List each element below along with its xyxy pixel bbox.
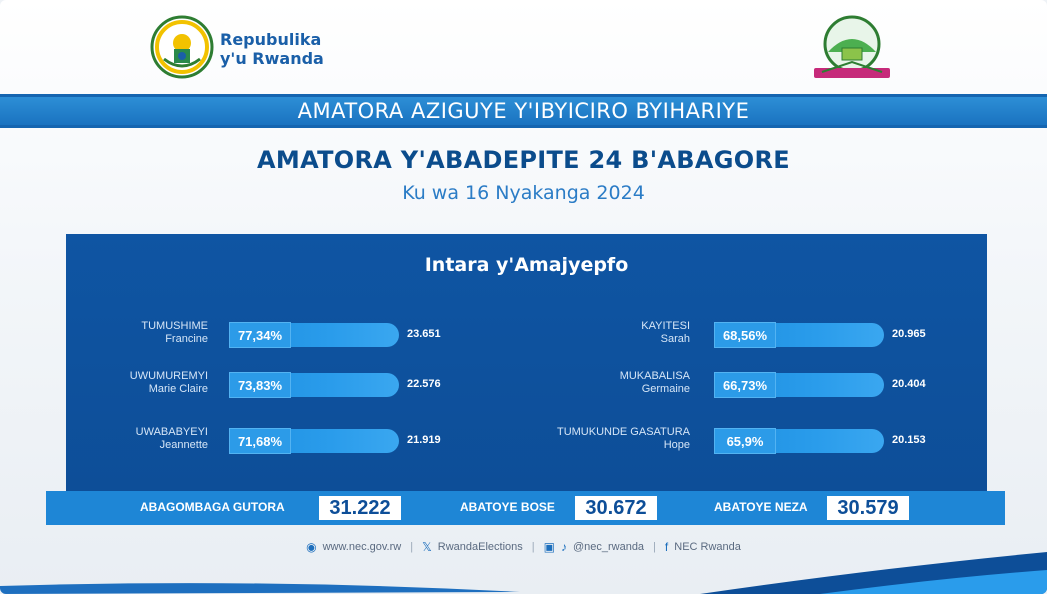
candidate-name: KAYITESI Sarah bbox=[641, 320, 690, 346]
registered-voters-value: 31.222 bbox=[319, 496, 401, 520]
facebook-icon: f bbox=[664, 540, 669, 554]
total-voted-label: ABATOYE BOSE bbox=[460, 500, 555, 514]
candidate-votes: 20.153 bbox=[892, 434, 926, 446]
candidate-name-line2: Jeannette bbox=[159, 439, 208, 451]
candidate-name: TUMUKUNDE GASATURA Hope bbox=[557, 426, 690, 452]
banner-text: AMATORA AZIGUYE Y'IBYICIRO BYIHARIYE bbox=[297, 99, 750, 123]
nec-emblem-icon bbox=[814, 15, 890, 78]
candidate-name-line2: Francine bbox=[165, 333, 208, 345]
page-subtitle: Ku wa 16 Nyakanga 2024 bbox=[402, 182, 645, 204]
candidate-row: KAYITESI Sarah 68,56% 20.965 bbox=[506, 320, 946, 350]
instagram-icon: ▣ bbox=[543, 540, 555, 554]
candidate-percent: 65,9% bbox=[714, 428, 776, 454]
candidate-name-line1: KAYITESI bbox=[641, 320, 690, 332]
candidate-name-line1: UWABABYEYI bbox=[135, 426, 208, 438]
page-title: AMATORA Y'ABADEPITE 24 B'ABAGORE bbox=[257, 146, 790, 174]
footer-separator: | bbox=[531, 541, 535, 553]
candidate-name-line1: MUKABALISA bbox=[619, 370, 690, 382]
top-banner: AMATORA AZIGUYE Y'IBYICIRO BYIHARIYE bbox=[0, 94, 1047, 128]
candidate-name-line1: UWUMUREMYI bbox=[129, 370, 208, 382]
tiktok-icon: ♪ bbox=[560, 540, 567, 554]
candidate-name-line1: TUMUSHIME bbox=[141, 320, 208, 332]
valid-votes-label: ABATOYE NEZA bbox=[714, 500, 808, 514]
candidate-name: UWUMUREMYI Marie Claire bbox=[130, 370, 208, 396]
rwanda-coat-of-arms-icon bbox=[150, 15, 214, 79]
candidate-row: TUMUKUNDE GASATURA Hope 65,9% 20.153 bbox=[506, 426, 946, 456]
candidate-name-line2: Sarah bbox=[660, 333, 690, 345]
globe-icon: ◉ bbox=[306, 540, 317, 554]
totals-bar: ABAGOMBAGA GUTORA 31.222 ABATOYE BOSE 30… bbox=[46, 491, 1005, 525]
registered-voters-label: ABAGOMBAGA GUTORA bbox=[140, 500, 285, 514]
candidate-percent: 73,83% bbox=[229, 372, 291, 398]
candidate-name-line2: Germaine bbox=[641, 383, 690, 395]
candidate-name-line2: Marie Claire bbox=[148, 383, 208, 395]
website-link[interactable]: www.nec.gov.rw bbox=[322, 541, 402, 553]
candidate-votes: 20.404 bbox=[892, 378, 926, 390]
candidate-row: TUMUSHIME Francine 77,34% 23.651 bbox=[66, 320, 446, 350]
candidate-name: TUMUSHIME Francine bbox=[141, 320, 208, 346]
footer-separator: | bbox=[653, 541, 656, 553]
bottom-wave-decoration bbox=[0, 552, 1047, 594]
candidate-percent: 77,34% bbox=[229, 322, 291, 348]
candidate-percent: 68,56% bbox=[714, 322, 776, 348]
candidate-votes: 21.919 bbox=[407, 434, 441, 446]
candidate-percent: 66,73% bbox=[714, 372, 776, 398]
candidate-row: UWUMUREMYI Marie Claire 73,83% 22.576 bbox=[66, 370, 446, 400]
candidate-votes: 22.576 bbox=[407, 378, 441, 390]
candidate-name: MUKABALISA Germaine bbox=[620, 370, 690, 396]
total-voted-value: 30.672 bbox=[575, 496, 657, 520]
x-handle-link[interactable]: RwandaElections bbox=[437, 541, 523, 553]
brand-text: Repubulika y'u Rwanda bbox=[220, 30, 324, 68]
brand-line-2: y'u Rwanda bbox=[220, 49, 324, 68]
candidate-votes: 20.965 bbox=[892, 328, 926, 340]
candidate-row: MUKABALISA Germaine 66,73% 20.404 bbox=[506, 370, 946, 400]
candidate-name-line1: TUMUKUNDE GASATURA bbox=[556, 426, 690, 438]
candidate-name: UWABABYEYI Jeannette bbox=[136, 426, 208, 452]
candidate-name-line2: Hope bbox=[663, 439, 690, 451]
valid-votes-value: 30.579 bbox=[827, 496, 909, 520]
footer-separator: | bbox=[410, 541, 414, 553]
panel-title: Intara y'Amajyepfo bbox=[424, 254, 629, 276]
ig-tiktok-handle-link[interactable]: @nec_rwanda bbox=[572, 541, 645, 553]
results-panel: Intara y'Amajyepfo TUMUSHIME Francine 77… bbox=[66, 234, 987, 492]
candidate-row: UWABABYEYI Jeannette 71,68% 21.919 bbox=[66, 426, 446, 456]
candidate-votes: 23.651 bbox=[407, 328, 441, 340]
x-icon: 𝕏 bbox=[422, 540, 432, 554]
brand-line-1: Repubulika bbox=[220, 30, 322, 49]
candidate-percent: 71,68% bbox=[229, 428, 291, 454]
footer-links: ◉ www.nec.gov.rw | 𝕏 RwandaElections | ▣… bbox=[0, 540, 1047, 554]
facebook-link[interactable]: NEC Rwanda bbox=[674, 541, 741, 553]
